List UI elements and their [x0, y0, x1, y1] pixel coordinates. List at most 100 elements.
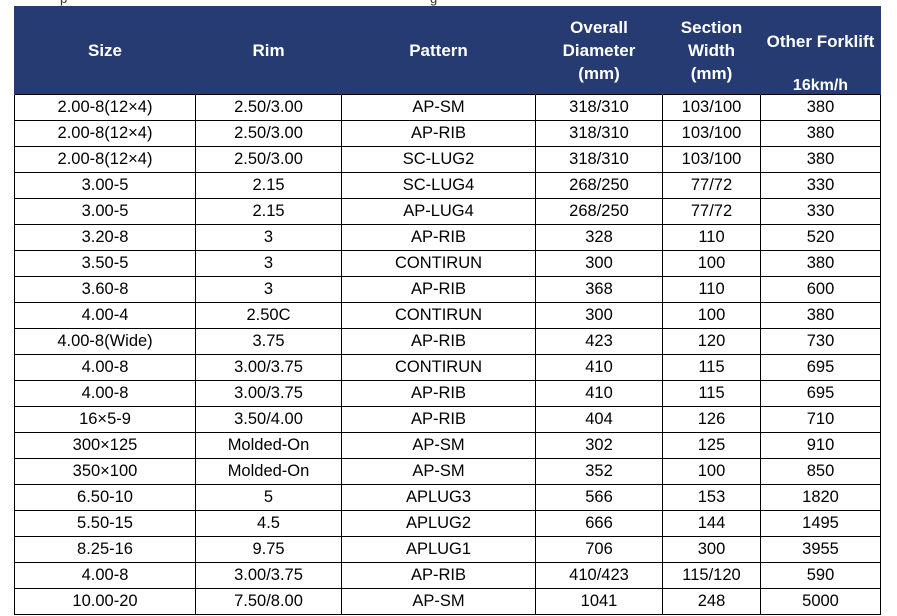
section-width-cell: 110 [662, 276, 761, 303]
overall-diameter-cell: 566 [535, 484, 663, 511]
overall-diameter-cell: 410 [535, 380, 663, 407]
pattern-cell: AP-RIB [341, 406, 536, 433]
header-overall-diameter: Overall Diameter (mm) [535, 6, 663, 95]
section-width-cell: 115/120 [662, 562, 761, 589]
section-width-cell: 115 [662, 354, 761, 381]
rim-cell: 3 [195, 224, 342, 251]
load-cell: 380 [760, 120, 881, 147]
size-cell: 4.00-4 [14, 302, 196, 329]
load-cell: 850 [760, 458, 881, 485]
size-cell: 4.00-8(Wide) [14, 328, 196, 355]
size-cell: 2.00-8(12×4) [14, 146, 196, 173]
size-cell: 3.20-8 [14, 224, 196, 251]
table-row: 10.00-20 7.50/8.00 AP-SM 1041 248 5000 [14, 588, 881, 615]
overall-diameter-cell: 352 [535, 458, 663, 485]
table-row: 3.50-5 3 CONTIRUN 300 100 380 [14, 250, 881, 277]
rim-cell: 2.50/3.00 [195, 94, 342, 121]
overall-diameter-cell: 410/423 [535, 562, 663, 589]
table-row: 8.25-16 9.75 APLUG1 706 300 3955 [14, 536, 881, 563]
size-cell: 3.00-5 [14, 172, 196, 199]
rim-cell: Molded-On [195, 432, 342, 459]
header-size: Size [14, 6, 196, 95]
load-cell: 330 [760, 198, 881, 225]
pattern-cell: APLUG2 [341, 510, 536, 537]
table-row: 3.00-5 2.15 SC-LUG4 268/250 77/72 330 [14, 172, 881, 199]
pattern-cell: APLUG1 [341, 536, 536, 563]
table-row: 4.00-8 3.00/3.75 AP-RIB 410/423 115/120 590 [14, 562, 881, 589]
rim-cell: Molded-On [195, 458, 342, 485]
rim-cell: 3.75 [195, 328, 342, 355]
load-cell: 3955 [760, 536, 881, 563]
table-row: 3.20-8 3 AP-RIB 328 110 520 [14, 224, 881, 251]
overall-diameter-cell: 666 [535, 510, 663, 537]
section-width-cell: 115 [662, 380, 761, 407]
load-cell: 695 [760, 380, 881, 407]
section-width-cell: 110 [662, 224, 761, 251]
size-cell: 4.00-8 [14, 562, 196, 589]
table-row: 4.00-4 2.50C CONTIRUN 300 100 380 [14, 302, 881, 329]
load-cell: 1820 [760, 484, 881, 511]
cropped-caption-fragment: p [60, 0, 67, 6]
load-cell: 730 [760, 328, 881, 355]
pattern-cell: AP-RIB [341, 276, 536, 303]
size-cell: 16×5-9 [14, 406, 196, 433]
pattern-cell: AP-SM [341, 94, 536, 121]
section-width-cell: 144 [662, 510, 761, 537]
overall-diameter-cell: 410 [535, 354, 663, 381]
pattern-cell: CONTIRUN [341, 302, 536, 329]
pattern-cell: CONTIRUN [341, 354, 536, 381]
table-row: 2.00-8(12×4) 2.50/3.00 SC-LUG2 318/310 103/1… [14, 146, 881, 173]
pattern-cell: AP-SM [341, 458, 536, 485]
table-row: 3.00-5 2.15 AP-LUG4 268/250 77/72 330 [14, 198, 881, 225]
pattern-cell: APLUG3 [341, 484, 536, 511]
load-cell: 520 [760, 224, 881, 251]
overall-diameter-cell: 318/310 [535, 146, 663, 173]
section-width-cell: 125 [662, 432, 761, 459]
section-width-cell: 300 [662, 536, 761, 563]
table-row: 4.00-8(Wide) 3.75 AP-RIB 423 120 730 [14, 328, 881, 355]
size-cell: 5.50-15 [14, 510, 196, 537]
overall-diameter-cell: 318/310 [535, 94, 663, 121]
rim-cell: 4.5 [195, 510, 342, 537]
pattern-cell: AP-RIB [341, 380, 536, 407]
table-row: 2.00-8(12×4) 2.50/3.00 AP-RIB 318/310 103/10… [14, 120, 881, 147]
rim-cell: 3 [195, 250, 342, 277]
header-speed: 16km/h [792, 77, 849, 94]
overall-diameter-cell: 318/310 [535, 120, 663, 147]
rim-cell: 3.00/3.75 [195, 380, 342, 407]
pattern-cell: SC-LUG4 [341, 172, 536, 199]
load-cell: 5000 [760, 588, 881, 615]
rim-cell: 2.50/3.00 [195, 120, 342, 147]
size-cell: 8.25-16 [14, 536, 196, 563]
load-cell: 380 [760, 146, 881, 173]
load-cell: 380 [760, 94, 881, 121]
tire-spec-table: Size Rim Pattern Overall Diameter (mm) S… [14, 6, 881, 615]
section-width-cell: 126 [662, 406, 761, 433]
section-width-cell: 103/100 [662, 94, 761, 121]
table-row: 16×5-9 3.50/4.00 AP-RIB 404 126 710 [14, 406, 881, 433]
size-cell: 3.50-5 [14, 250, 196, 277]
header-section-width: Section Width (mm) [662, 6, 761, 95]
rim-cell: 5 [195, 484, 342, 511]
overall-diameter-cell: 328 [535, 224, 663, 251]
header-rim: Rim [195, 6, 342, 95]
rim-cell: 2.50C [195, 302, 342, 329]
overall-diameter-cell: 404 [535, 406, 663, 433]
rim-cell: 7.50/8.00 [195, 588, 342, 615]
section-width-cell: 100 [662, 302, 761, 329]
size-cell: 4.00-8 [14, 380, 196, 407]
section-width-cell: 103/100 [662, 120, 761, 147]
header-other-forklift: Other Forklift 16km/h [760, 6, 881, 95]
load-cell: 380 [760, 250, 881, 277]
size-cell: 10.00-20 [14, 588, 196, 615]
section-width-cell: 103/100 [662, 146, 761, 173]
overall-diameter-cell: 706 [535, 536, 663, 563]
pattern-cell: AP-SM [341, 588, 536, 615]
load-cell: 1495 [760, 510, 881, 537]
overall-diameter-cell: 302 [535, 432, 663, 459]
cropped-caption-fragment: g [430, 0, 437, 6]
section-width-cell: 100 [662, 250, 761, 277]
table-row: 350×100 Molded-On AP-SM 352 100 850 [14, 458, 881, 485]
rim-cell: 3.50/4.00 [195, 406, 342, 433]
size-cell: 2.00-8(12×4) [14, 94, 196, 121]
